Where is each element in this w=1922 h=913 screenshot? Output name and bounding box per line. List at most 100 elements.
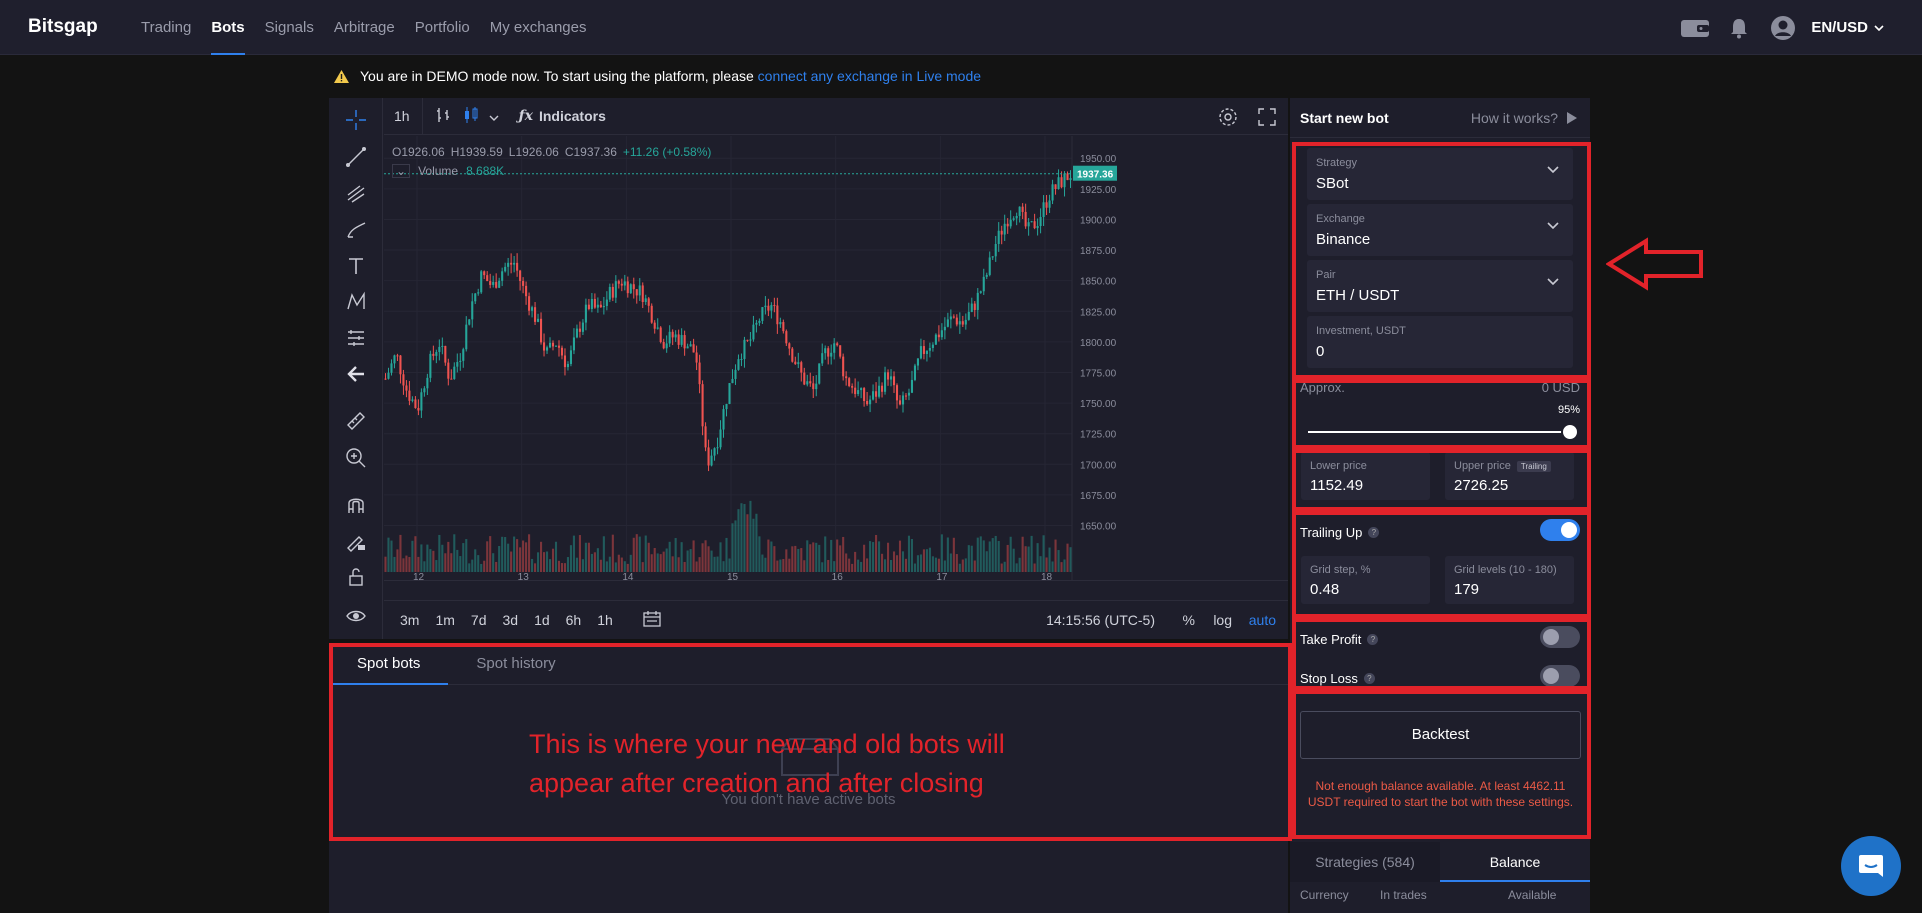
chat-icon bbox=[1859, 855, 1883, 877]
candle-body bbox=[701, 384, 704, 427]
pair-select[interactable]: Pair ETH / USDT bbox=[1307, 260, 1573, 312]
candle-body bbox=[539, 318, 543, 343]
investment-slider-track[interactable] bbox=[1308, 431, 1572, 433]
candle-body bbox=[557, 345, 561, 348]
nav-bots[interactable]: Bots bbox=[201, 0, 254, 55]
help-icon[interactable]: ? bbox=[1363, 673, 1375, 684]
candle-body bbox=[444, 345, 447, 363]
connect-exchange-link[interactable]: connect any exchange in Live mode bbox=[757, 68, 982, 84]
take-profit-toggle[interactable] bbox=[1540, 626, 1580, 648]
candlestick-svg[interactable]: 1950.00 1925.00 1900.00 1875.00 1850.00 1825.… bbox=[384, 136, 1288, 583]
nav-signals[interactable]: Signals bbox=[264, 19, 314, 36]
chevron-down-icon[interactable] bbox=[489, 108, 499, 124]
trend-line-icon[interactable] bbox=[343, 144, 369, 170]
settings-gear-icon[interactable] bbox=[1217, 106, 1239, 131]
text-tool-icon[interactable] bbox=[343, 253, 369, 279]
grid-levels-input[interactable]: 179 bbox=[1454, 581, 1480, 598]
upper-price-input[interactable]: 2726.25 bbox=[1454, 477, 1509, 494]
candle-body bbox=[779, 322, 782, 325]
candle-body bbox=[665, 343, 668, 349]
lower-price-input[interactable]: 1152.49 bbox=[1310, 477, 1364, 494]
unlock-icon[interactable] bbox=[343, 564, 369, 590]
brush-icon[interactable] bbox=[343, 217, 369, 243]
help-icon[interactable]: ? bbox=[1368, 527, 1380, 538]
nav-my-exchanges[interactable]: My exchanges bbox=[489, 19, 587, 36]
crosshair-icon[interactable] bbox=[343, 107, 369, 133]
candle-body bbox=[483, 271, 486, 276]
how-it-works-link[interactable]: How it works? bbox=[1471, 110, 1578, 126]
grid-step-label: Grid step, % bbox=[1310, 564, 1371, 576]
range-1d[interactable]: 1d bbox=[534, 612, 550, 628]
strategy-select[interactable]: Strategy SBot bbox=[1307, 148, 1573, 200]
locale-selector[interactable]: EN/USD bbox=[1811, 19, 1884, 36]
calendar-icon[interactable] bbox=[643, 610, 661, 630]
nav-arbitrage[interactable]: Arbitrage bbox=[333, 19, 395, 36]
brand-logo[interactable]: Bitsgap bbox=[28, 16, 98, 37]
candles-icon[interactable] bbox=[463, 106, 479, 127]
nav-trading[interactable]: Trading bbox=[141, 19, 192, 36]
tab-balance[interactable]: Balance bbox=[1440, 842, 1590, 882]
range-3d[interactable]: 3d bbox=[502, 612, 519, 628]
bell-icon[interactable] bbox=[1723, 12, 1755, 44]
ohlc-open: O1926.06 bbox=[392, 145, 445, 159]
user-avatar-icon[interactable] bbox=[1767, 12, 1799, 44]
timeframe-select[interactable]: 1h bbox=[384, 97, 423, 135]
exchange-select[interactable]: Exchange Binance bbox=[1307, 204, 1573, 256]
price-chart[interactable]: 1950.00 1925.00 1900.00 1875.00 1850.00 1825.… bbox=[384, 136, 1288, 583]
percent-scale-button[interactable]: % bbox=[1182, 612, 1195, 628]
wallet-icon[interactable] bbox=[1679, 12, 1711, 44]
candle-body bbox=[656, 327, 659, 329]
backtest-button[interactable]: Backtest bbox=[1300, 711, 1581, 759]
volume-bar bbox=[593, 552, 596, 572]
tab-strategies[interactable]: Strategies (584) bbox=[1290, 842, 1440, 882]
indicators-button[interactable]: ƒx Indicators bbox=[519, 108, 606, 124]
stop-loss-toggle[interactable] bbox=[1540, 665, 1580, 687]
approx-value: 0 USD bbox=[1541, 380, 1580, 395]
auto-scale-button[interactable]: auto bbox=[1248, 612, 1276, 628]
range-6h[interactable]: 6h bbox=[565, 612, 582, 628]
volume-bar bbox=[1024, 546, 1027, 572]
volume-bar bbox=[584, 542, 587, 572]
magnet-icon[interactable] bbox=[343, 492, 369, 518]
range-1m[interactable]: 1m bbox=[435, 612, 455, 628]
tab-spot-bots[interactable]: Spot bots bbox=[329, 643, 449, 685]
pattern-tool-icon[interactable] bbox=[343, 289, 369, 315]
grid-levels-field[interactable]: Grid levels (10 - 180) 179 bbox=[1445, 556, 1574, 604]
investment-slider-handle[interactable] bbox=[1561, 423, 1579, 441]
zoom-icon[interactable] bbox=[343, 445, 369, 471]
candle-body bbox=[1066, 173, 1069, 181]
investment-input[interactable]: 0 bbox=[1316, 343, 1325, 360]
grid-step-field[interactable]: Grid step, % 0.48 bbox=[1301, 556, 1430, 604]
chat-support-button[interactable] bbox=[1841, 836, 1901, 896]
candle-body bbox=[752, 324, 755, 340]
fib-tool-icon[interactable] bbox=[343, 181, 369, 207]
collapse-chevron-icon[interactable]: ⌄ bbox=[392, 164, 411, 178]
prediction-tool-icon[interactable] bbox=[343, 325, 369, 351]
x-tick-label: 16 bbox=[832, 572, 844, 580]
fullscreen-icon[interactable] bbox=[1258, 108, 1276, 129]
range-7d[interactable]: 7d bbox=[470, 612, 487, 628]
bar-chart-icon[interactable] bbox=[435, 106, 451, 127]
investment-field[interactable]: Investment, USDT 0 bbox=[1307, 316, 1573, 368]
eye-icon[interactable] bbox=[343, 603, 369, 629]
help-icon[interactable]: ? bbox=[1367, 634, 1379, 645]
candle-body bbox=[677, 334, 680, 345]
lock-drawing-icon[interactable] bbox=[343, 528, 369, 554]
grid-step-input[interactable]: 0.48 bbox=[1310, 581, 1340, 598]
range-1h[interactable]: 1h bbox=[597, 612, 613, 628]
upper-price-label: Upper price bbox=[1454, 460, 1511, 472]
y-tick-label: 1775.00 bbox=[1080, 368, 1117, 379]
nav-portfolio[interactable]: Portfolio bbox=[414, 19, 470, 36]
lower-price-field[interactable]: Lower price 1152.49 bbox=[1301, 452, 1430, 500]
candle-body bbox=[1054, 184, 1057, 189]
range-3m[interactable]: 3m bbox=[400, 612, 420, 628]
back-arrow-icon[interactable] bbox=[343, 361, 369, 387]
volume-bar bbox=[815, 542, 818, 572]
ruler-icon[interactable] bbox=[343, 408, 369, 434]
volume-bar bbox=[904, 558, 908, 572]
candle-body bbox=[686, 346, 689, 349]
trailing-up-toggle[interactable] bbox=[1540, 519, 1580, 541]
tab-spot-history[interactable]: Spot history bbox=[476, 655, 556, 672]
log-scale-button[interactable]: log bbox=[1213, 612, 1232, 628]
upper-price-field[interactable]: Upper price Trailing 2726.25 bbox=[1445, 452, 1574, 500]
